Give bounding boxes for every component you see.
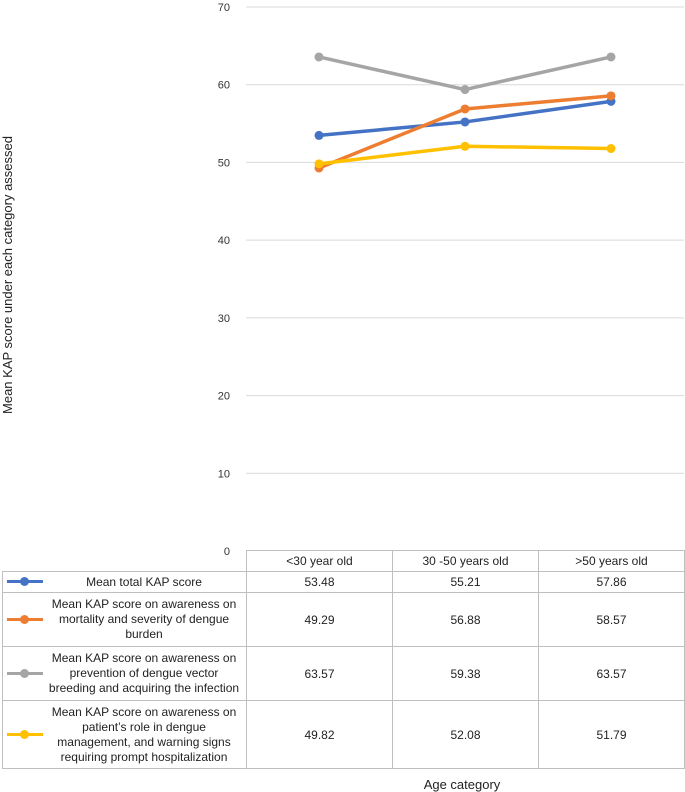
data-value-label: 59.38 — [392, 646, 539, 701]
series-2-point — [606, 91, 616, 101]
series-points — [314, 52, 616, 173]
legend-dot — [20, 614, 29, 624]
data-value-label: 55.21 — [392, 571, 539, 593]
data-table-body: <30 year old 30 -50 years old >50 years ol… — [2, 550, 685, 769]
legend-label: Mean KAP score on awareness on mortality … — [46, 597, 242, 642]
legend-label-line: Mean KAP score on awareness on — [51, 704, 237, 719]
x-axis-label: Age category — [424, 777, 501, 792]
gridlines — [246, 6, 684, 474]
legend-entry-content: Mean KAP score on awareness on mortality … — [7, 597, 242, 642]
legend-entry: Mean total KAP score — [2, 571, 247, 593]
series-1-point — [314, 130, 324, 140]
x-category-label: >50 years old — [538, 550, 685, 572]
data-value-label: 49.29 — [246, 592, 393, 647]
data-value-label: 56.88 — [392, 592, 539, 647]
x-category-label: 30 -50 years old — [392, 550, 539, 572]
y-tick-label: 30 — [218, 313, 230, 325]
legend-entry-content: Mean total KAP score — [7, 575, 242, 590]
legend-dot — [20, 668, 29, 678]
legend-marker-icon — [7, 577, 43, 587]
y-tick-label: 70 — [218, 2, 230, 14]
legend-entry: Mean KAP score on awareness on mortality … — [2, 592, 247, 647]
data-value-label: 53.48 — [246, 571, 393, 593]
data-value-label: 58.57 — [538, 592, 685, 647]
legend-label-line: management, and warning signs — [57, 734, 231, 749]
legend-label-line: mortality and severity of dengue — [58, 612, 230, 626]
legend-dot — [20, 577, 29, 586]
legend-label: Mean KAP score on awareness on prevention… — [46, 651, 242, 696]
series-3-point — [606, 52, 616, 62]
table-row: Mean total KAP score 53.48 55.21 57.86 — [2, 571, 685, 593]
legend-label-line: patient’s role in dengue — [82, 719, 206, 734]
y-tick-label: 60 — [218, 80, 230, 92]
data-table: <30 year old 30 -50 years old >50 years ol… — [2, 550, 685, 769]
legend-label-line: Mean KAP score on awareness on — [51, 651, 237, 665]
series-4-point — [606, 144, 616, 154]
series-3-point — [314, 52, 324, 62]
y-axis-label: Mean KAP score under each category asses… — [0, 136, 15, 414]
data-value-label: 63.57 — [538, 646, 685, 701]
legend-label-line: requiring prompt hospitalization — [60, 749, 228, 764]
legend-marker-icon — [7, 729, 43, 740]
data-value-label: 57.86 — [538, 571, 685, 593]
table-row: Mean KAP score on awareness on patient’s … — [2, 700, 685, 769]
y-tick-label: 10 — [218, 468, 230, 480]
legend-marker-icon — [7, 614, 43, 625]
legend-label-line: burden — [125, 627, 163, 641]
data-value-label: 63.57 — [246, 646, 393, 701]
y-tick-label: 40 — [218, 235, 230, 247]
legend-label-line: breeding and acquiring the infection — [48, 681, 240, 695]
legend-entry: Mean KAP score on awareness on prevention… — [2, 646, 247, 701]
legend-label-line: Mean KAP score on awareness on — [51, 597, 237, 611]
table-corner-cell — [2, 550, 247, 572]
series-3-point — [460, 85, 470, 95]
series-4-point — [460, 141, 470, 151]
series-1-point — [460, 117, 470, 127]
y-tick-label: 50 — [218, 157, 230, 169]
legend-label-line: Mean total KAP score — [86, 574, 202, 589]
legend-marker-icon — [7, 668, 43, 679]
legend-label: Mean total KAP score — [46, 575, 242, 590]
x-category-label: <30 year old — [246, 550, 393, 572]
series-4-point — [314, 159, 324, 169]
data-value-label: 51.79 — [538, 700, 685, 769]
series-2-point — [460, 104, 470, 114]
table-row: Mean KAP score on awareness on mortality … — [2, 592, 685, 647]
table-row: Mean KAP score on awareness on prevention… — [2, 646, 685, 701]
legend-entry-content: Mean KAP score on awareness on prevention… — [7, 651, 242, 696]
legend-entry-content: Mean KAP score on awareness on patient’s … — [7, 705, 242, 765]
legend-label: Mean KAP score on awareness on patient’s … — [46, 705, 242, 765]
table-header-row: <30 year old 30 -50 years old >50 years ol… — [2, 550, 685, 572]
legend-dot — [20, 729, 29, 739]
data-value-label: 52.08 — [392, 700, 539, 769]
data-value-label: 49.82 — [246, 700, 393, 769]
legend-label-line: prevention of dengue vector — [69, 666, 219, 680]
legend-entry: Mean KAP score on awareness on patient’s … — [2, 700, 247, 769]
y-tick-label: 20 — [218, 391, 230, 403]
